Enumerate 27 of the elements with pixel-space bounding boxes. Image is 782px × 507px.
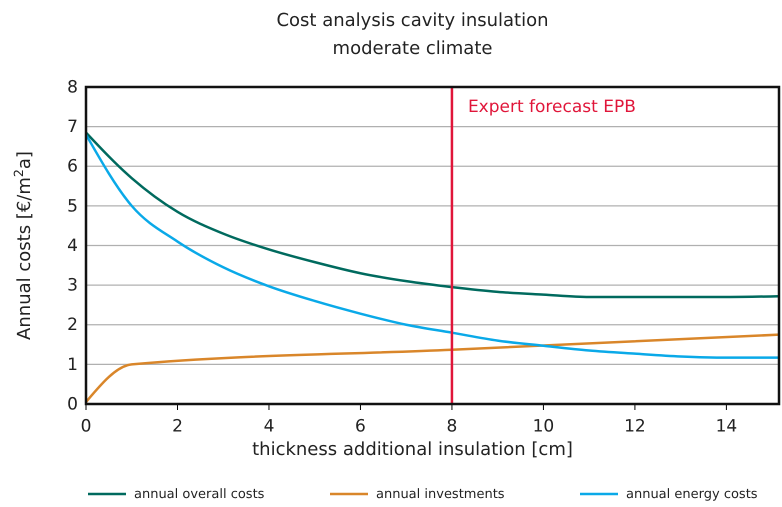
x-tick-label: 6 (355, 416, 366, 437)
legend-label: annual investments (376, 487, 505, 502)
x-tick-label: 2 (172, 416, 183, 437)
x-tick-label: 14 (716, 416, 738, 437)
line-series (84, 133, 780, 359)
ref-line-label: Expert forecast EPB (468, 97, 636, 117)
x-tick-label: 8 (446, 416, 458, 437)
line-series (84, 333, 780, 404)
y-tick-label: 8 (67, 77, 78, 98)
y-tick-label: 6 (67, 156, 78, 177)
y-tick-label: 0 (67, 394, 78, 414)
legend-label: annual overall costs (134, 487, 265, 502)
x-tick-label: 10 (532, 416, 554, 437)
chart-subtitle: moderate climate (332, 38, 492, 59)
chart-title: Cost analysis cavity insulation (276, 10, 549, 31)
x-tick-label: 12 (624, 416, 646, 437)
y-tick-label: 3 (67, 276, 78, 296)
y-tick-label: 5 (67, 196, 78, 216)
y-tick-label: 7 (67, 117, 78, 138)
y-tick-label: 2 (67, 315, 78, 336)
x-tick-label: 4 (264, 416, 274, 437)
y-tick-label: 1 (67, 354, 78, 375)
x-axis-title: thickness additional insulation [cm] (252, 439, 573, 460)
y-tick-label: 4 (67, 236, 78, 256)
x-tick-label: 0 (80, 416, 92, 437)
legend-label: annual energy costs (626, 487, 758, 502)
line-series (84, 131, 780, 298)
